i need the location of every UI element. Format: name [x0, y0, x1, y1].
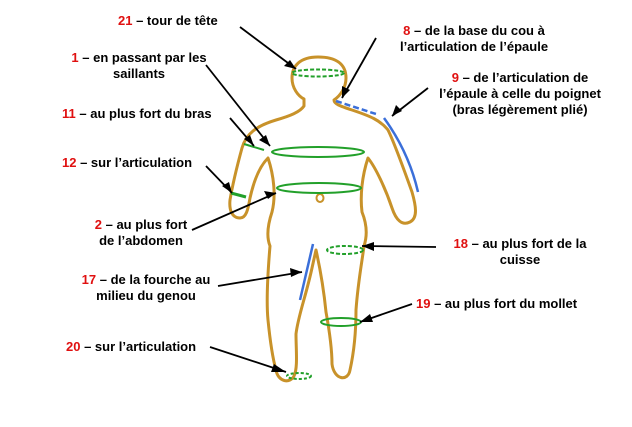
- label-19-calf: 19 – au plus fort du mollet: [416, 296, 578, 311]
- measure-wrist: [230, 191, 247, 199]
- measure-upper-arm: [243, 143, 265, 151]
- label-17-crotch-knee: 17 – de la fourche au milieu du genou: [81, 272, 211, 303]
- measure-thigh: [326, 245, 364, 255]
- label-11-arm: 11 – au plus fort du bras: [62, 106, 212, 121]
- label-21-head: 21 – tour de tête: [118, 13, 218, 28]
- label-8-neck-shoulder: 8 – de la base du cou à l’articulation d…: [399, 23, 549, 54]
- measure-crotch-knee: [298, 243, 315, 301]
- measure-abdomen: [276, 182, 362, 194]
- label-18-thigh: 18 – au plus fort de la cuisse: [453, 236, 587, 267]
- measure-ankle: [286, 372, 312, 380]
- label-2-abdomen: 2 – au plus fort de l’abdomen: [94, 217, 188, 248]
- arrowheads: [222, 60, 402, 372]
- measure-chest: [271, 146, 365, 158]
- label-12-wrist: 12 – sur l’articulation: [62, 155, 193, 170]
- label-1-chest: 1 – en passant par les saillants: [71, 50, 207, 81]
- navel-mark: [315, 193, 325, 203]
- measure-neck-shoulder: [335, 99, 377, 116]
- body-outline: [228, 55, 417, 383]
- length-lines: [298, 99, 420, 301]
- measure-shoulder-wrist: [382, 117, 420, 193]
- label-20-ankle: 20 – sur l’articulation: [66, 339, 197, 354]
- measure-head: [291, 68, 345, 78]
- label-9-shoulder-wrist: 9 – de l’articulation de l’épaule à cell…: [439, 70, 601, 117]
